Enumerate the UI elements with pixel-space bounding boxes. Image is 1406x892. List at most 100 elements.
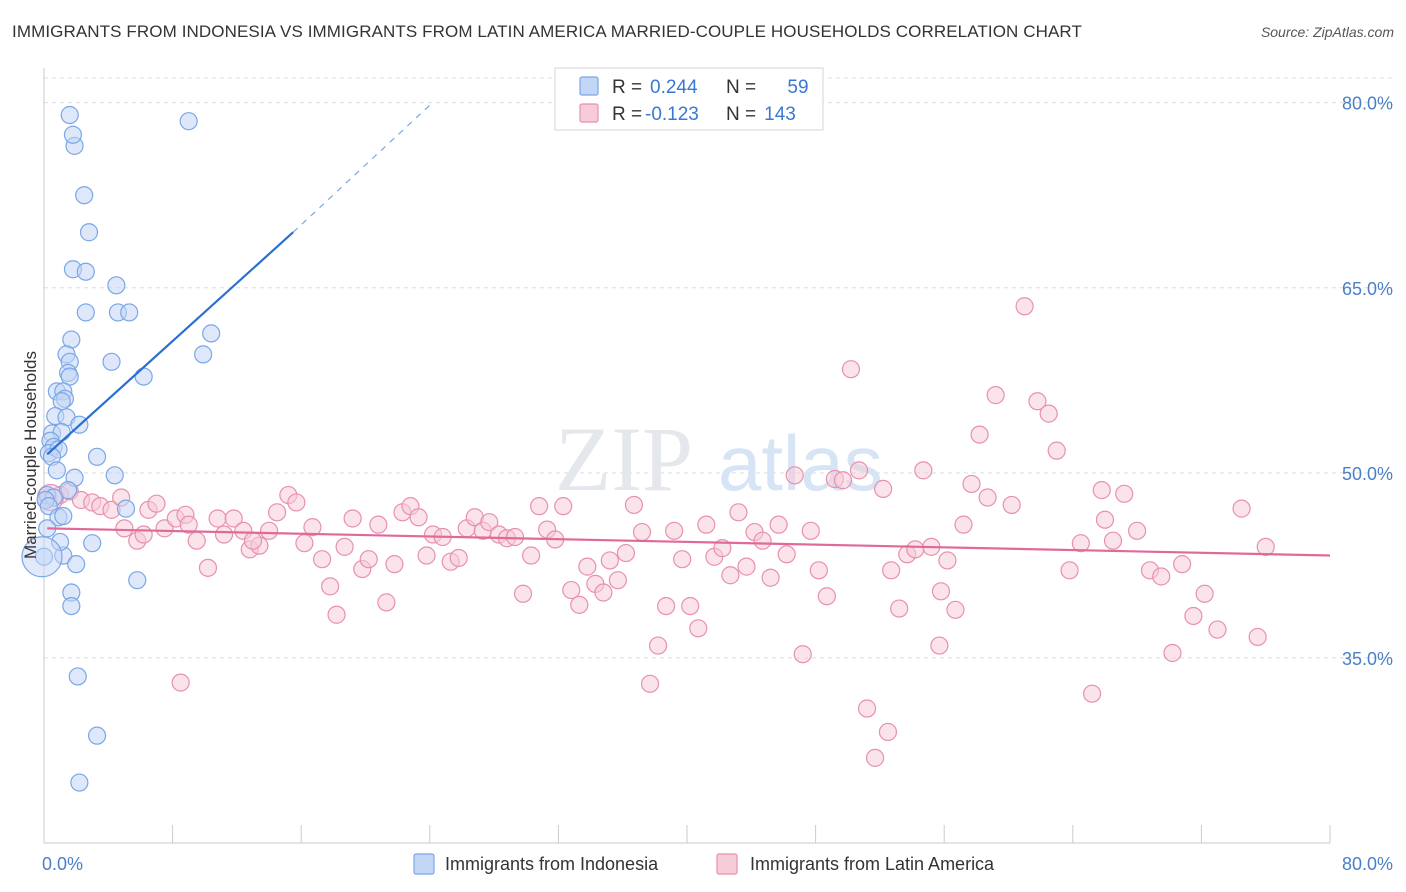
latin-america-point-68 [616, 543, 636, 563]
latin-america-point-24 [259, 521, 279, 540]
latin-america-point-15 [179, 515, 198, 534]
latin-america-point-33 [335, 537, 354, 556]
legend-n-value-2: 143 [764, 104, 796, 125]
watermark-zip: ZIP [555, 408, 693, 510]
y-axis-title: Married-couple Households [21, 351, 40, 559]
y-tick-labels: 35.0% 50.0% 65.0% 80.0% [1342, 94, 1393, 669]
latin-america-point-96 [841, 360, 861, 379]
chart-source: Source: ZipAtlas.com [1260, 24, 1394, 40]
latin-america-point-136 [171, 673, 190, 692]
latin-america-point-25 [267, 503, 287, 522]
chart-title: IMMIGRANTS FROM INDONESIA VS IMMIGRANTS … [12, 22, 1082, 41]
indonesia-point-large [21, 536, 63, 578]
legend-swatch-latin-america [579, 103, 599, 123]
latin-america-point-113 [978, 488, 997, 507]
y-tick-label-2: 65.0% [1342, 279, 1393, 299]
x-tick-label-max: 80.0% [1342, 854, 1393, 874]
latin-america-point-31 [321, 577, 340, 596]
latin-america-point-114 [986, 386, 1005, 405]
bottom-legend-swatch-latin-america [716, 853, 738, 875]
latin-america-point-101 [882, 561, 901, 580]
latin-america-point-137 [878, 722, 898, 742]
latin-america-point-28 [295, 534, 314, 553]
latin-america-point-95 [833, 471, 853, 490]
latin-america-point-62 [570, 595, 589, 614]
latin-america-point-100 [874, 479, 893, 498]
latin-america-point-104 [906, 540, 925, 559]
latin-america-point-32 [327, 605, 346, 624]
latin-america-point-78 [697, 515, 716, 534]
trend-lines [46, 104, 1331, 557]
indonesia-point-38 [59, 481, 78, 500]
legend-r-value-2: -0.123 [645, 104, 699, 125]
latin-america-point-42 [409, 508, 428, 527]
latin-america-point-93 [817, 587, 836, 606]
latin-america-point-91 [801, 521, 820, 540]
indonesia-point-9 [76, 303, 95, 322]
latin-america-point-57 [530, 497, 549, 516]
y-tick-label-3: 80.0% [1342, 94, 1393, 114]
latin-america-point-47 [449, 548, 468, 568]
latin-america-point-110 [954, 515, 973, 534]
latin-america-point-123 [1092, 481, 1111, 500]
legend-n-label-1: N = [726, 77, 756, 98]
latin-america-point-139 [1095, 510, 1115, 529]
indonesia-point-11 [120, 303, 139, 322]
latin-america-point-87 [769, 515, 788, 534]
latin-america-point-77 [689, 619, 708, 638]
legend-r-label-2: R = [612, 104, 642, 125]
latin-america-point-65 [594, 583, 613, 602]
latin-america-point-43 [417, 546, 436, 565]
latin-america-point-115 [1002, 495, 1021, 515]
indonesia-point-47 [83, 534, 102, 553]
latin-america-point-102 [890, 599, 909, 618]
latin-america-point-70 [632, 522, 652, 542]
latin-america-point-121 [1071, 534, 1090, 553]
y-tick-label-0: 35.0% [1342, 649, 1393, 669]
indonesia-point-19 [134, 367, 153, 386]
bottom-legend-swatch-indonesia [413, 853, 435, 875]
latin-america-point-134 [1232, 499, 1251, 518]
latin-america-point-140 [1256, 537, 1275, 556]
latin-america-point-51 [480, 513, 499, 532]
latin-america-point-122 [1082, 684, 1102, 703]
latin-america-point-128 [1152, 567, 1171, 586]
latin-america-point-97 [849, 461, 869, 480]
latin-america-point-39 [385, 555, 404, 574]
latin-america-point-92 [809, 561, 828, 580]
latin-america-point-132 [1195, 584, 1214, 603]
indonesia-point-5 [79, 223, 99, 242]
latin-america-point-72 [648, 636, 668, 655]
latin-america-point-117 [1028, 392, 1047, 411]
latin-america-point-86 [761, 568, 780, 587]
indonesia-point-34 [87, 447, 107, 466]
latin-america-point-74 [665, 521, 684, 540]
indonesia-point-57 [70, 773, 89, 792]
indonesia-point-2 [63, 125, 83, 144]
latin-america-point-11 [147, 494, 166, 513]
indonesia-point-43 [116, 499, 136, 518]
x-tick-labels: 0.0% 80.0% [42, 854, 1393, 874]
latin-america-point-20 [224, 509, 243, 528]
latin-america-point-90 [793, 645, 812, 664]
latin-america-point-18 [208, 509, 227, 528]
latin-america-point-129 [1163, 643, 1182, 663]
latin-america-point-19 [214, 525, 234, 544]
latin-america-point-76 [681, 596, 700, 616]
latin-america-point-108 [938, 551, 957, 570]
latin-america-point-37 [369, 515, 388, 534]
latin-america-point-66 [600, 551, 619, 570]
indonesia-point-16 [102, 352, 121, 371]
latin-america-point-17 [198, 558, 218, 577]
latin-america-point-27 [287, 493, 306, 512]
indonesia-point-0 [60, 105, 79, 125]
latin-america-point-80 [713, 539, 732, 558]
latin-america-point-99 [865, 748, 885, 767]
indonesia-point-51 [67, 555, 86, 574]
indonesia-point-35 [47, 461, 66, 480]
latin-america-point-82 [729, 503, 748, 522]
grid-lines [44, 77, 1392, 659]
latin-america-points [36, 297, 1275, 767]
latin-america-point-120 [1060, 561, 1079, 580]
